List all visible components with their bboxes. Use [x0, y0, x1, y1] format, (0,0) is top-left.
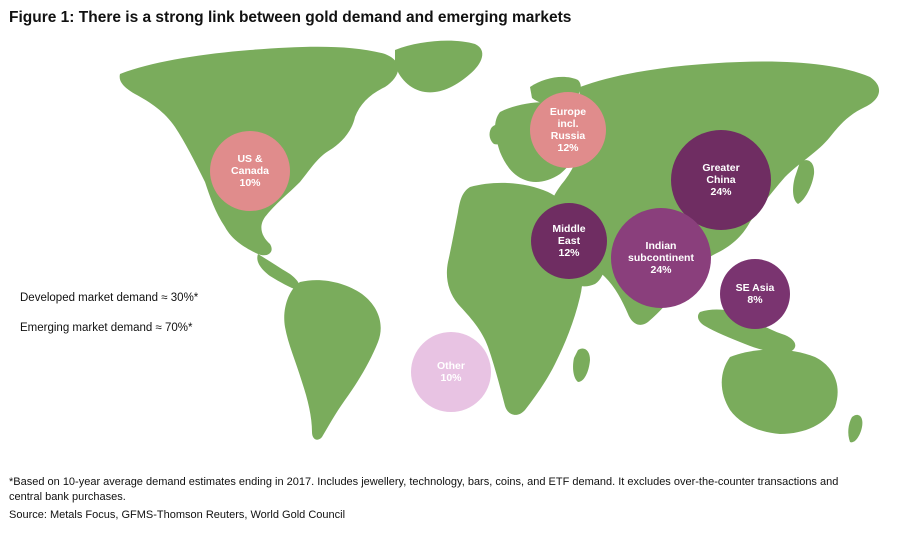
indian-subcontinent-label-line: subcontinent	[628, 252, 694, 264]
footnote: *Based on 10-year average demand estimat…	[9, 476, 839, 503]
europe-russia-label-line: Russia	[550, 130, 586, 142]
greater-china-label-line: Greater	[702, 162, 740, 174]
central-america-land	[257, 254, 300, 290]
europe-russia-share: 12%	[557, 142, 579, 154]
other-share: 10%	[440, 372, 462, 384]
bubble-us-canada: US & Canada 10%	[210, 131, 290, 211]
uk-land	[489, 124, 506, 145]
south-america-land	[284, 280, 381, 440]
bubble-other: Other 10%	[411, 332, 491, 412]
se-asia-label-line: SE Asia	[735, 282, 775, 294]
australia-land	[721, 349, 838, 434]
indian-subcontinent-share: 24%	[650, 264, 672, 276]
middle-east-label-line: East	[557, 235, 581, 247]
indian-subcontinent-label-line: Indian	[645, 240, 677, 252]
bubble-middle-east: Middle East 12%	[531, 203, 607, 279]
se-asia-share: 8%	[747, 294, 763, 306]
bubble-se-asia: SE Asia 8%	[720, 259, 790, 329]
source-note: Source: Metals Focus, GFMS-Thomson Reute…	[9, 509, 346, 521]
us-canada-label-line: Canada	[231, 165, 269, 177]
europe-russia-label-line: Europe	[549, 106, 587, 118]
greater-china-share: 24%	[710, 186, 732, 198]
us-canada-share: 10%	[239, 177, 261, 189]
us-canada-label-line: US &	[237, 153, 263, 165]
greater-china-label-line: China	[706, 174, 736, 186]
other-label-line: Other	[436, 360, 465, 372]
madagascar-land	[573, 348, 590, 382]
new-zealand-land	[848, 414, 863, 443]
developed-market-note: Developed market demand ≈ 30%*	[20, 292, 199, 304]
figure-title: Figure 1: There is a strong link between…	[9, 9, 572, 26]
japan-land	[793, 160, 815, 204]
se-asia-islands-land	[697, 309, 796, 353]
bubble-europe-russia: Europe incl. Russia 12%	[530, 92, 606, 168]
middle-east-label-line: Middle	[552, 223, 586, 235]
middle-east-share: 12%	[558, 247, 580, 259]
europe-russia-label-line: incl.	[557, 118, 579, 130]
bubble-indian-subcontinent: Indian subcontinent 24%	[611, 208, 711, 308]
bubble-greater-china: Greater China 24%	[671, 130, 771, 230]
greenland-land	[395, 40, 483, 93]
emerging-market-note: Emerging market demand ≈ 70%*	[20, 322, 193, 334]
